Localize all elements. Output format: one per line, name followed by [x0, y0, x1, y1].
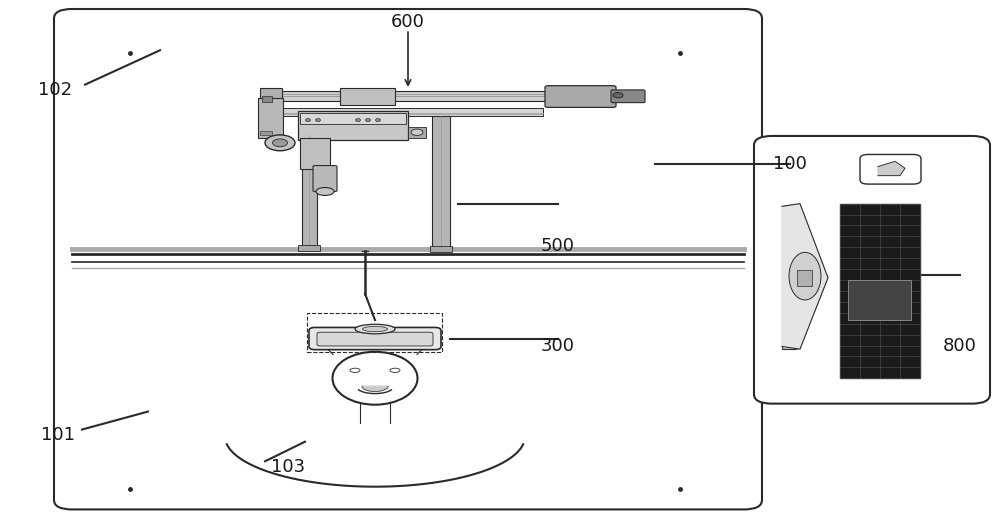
FancyBboxPatch shape [545, 86, 616, 107]
Text: 101: 101 [41, 426, 75, 444]
FancyBboxPatch shape [754, 136, 990, 404]
Ellipse shape [316, 188, 334, 195]
FancyBboxPatch shape [258, 98, 283, 138]
Text: 800: 800 [943, 338, 977, 355]
FancyBboxPatch shape [840, 204, 920, 378]
Ellipse shape [356, 118, 360, 122]
FancyBboxPatch shape [298, 245, 320, 251]
Text: 102: 102 [38, 81, 72, 99]
Ellipse shape [355, 324, 395, 334]
FancyBboxPatch shape [265, 91, 560, 101]
FancyBboxPatch shape [298, 111, 408, 140]
Ellipse shape [376, 118, 380, 122]
FancyBboxPatch shape [268, 108, 543, 116]
FancyBboxPatch shape [430, 246, 452, 252]
FancyBboxPatch shape [611, 90, 645, 103]
Text: 100: 100 [773, 155, 807, 173]
FancyBboxPatch shape [300, 138, 330, 169]
FancyBboxPatch shape [260, 88, 282, 103]
Polygon shape [782, 204, 828, 349]
Text: 500: 500 [541, 237, 575, 255]
FancyBboxPatch shape [432, 116, 450, 249]
Ellipse shape [366, 118, 370, 122]
FancyBboxPatch shape [317, 332, 433, 346]
FancyBboxPatch shape [860, 154, 921, 184]
Ellipse shape [350, 368, 360, 372]
Ellipse shape [265, 135, 295, 151]
Ellipse shape [306, 118, 310, 122]
FancyBboxPatch shape [260, 131, 272, 135]
Polygon shape [362, 386, 388, 391]
FancyBboxPatch shape [302, 135, 317, 249]
Text: 103: 103 [271, 458, 305, 476]
FancyBboxPatch shape [300, 113, 406, 124]
FancyBboxPatch shape [54, 9, 762, 509]
Ellipse shape [789, 252, 821, 300]
FancyBboxPatch shape [262, 96, 272, 102]
Polygon shape [878, 161, 905, 176]
Ellipse shape [362, 326, 388, 332]
Text: 300: 300 [541, 338, 575, 355]
FancyBboxPatch shape [313, 166, 337, 191]
Ellipse shape [332, 352, 418, 405]
FancyBboxPatch shape [309, 327, 441, 350]
FancyBboxPatch shape [797, 270, 812, 286]
FancyBboxPatch shape [408, 127, 426, 138]
Ellipse shape [411, 129, 423, 135]
Text: 600: 600 [391, 13, 425, 31]
FancyBboxPatch shape [782, 206, 797, 349]
FancyBboxPatch shape [848, 280, 911, 320]
Ellipse shape [613, 93, 623, 98]
Ellipse shape [390, 368, 400, 372]
FancyBboxPatch shape [340, 88, 395, 105]
Ellipse shape [272, 139, 288, 147]
Ellipse shape [316, 118, 320, 122]
